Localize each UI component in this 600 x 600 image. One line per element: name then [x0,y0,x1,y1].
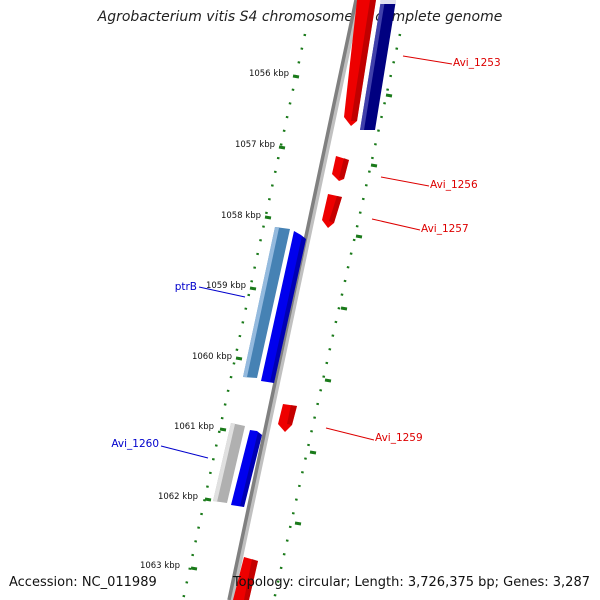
avi-1254-feature[interactable] [360,0,396,130]
avi-1257-shade [329,196,342,223]
outer-tick-mark [324,378,332,383]
avi-1259-leader [325,427,375,441]
tick-mark-1063 [190,566,198,571]
avi-1256-feature[interactable] [332,156,349,181]
avi-1258-feature[interactable] [261,231,306,383]
tick-label-1059: 1059 kbp [206,281,246,291]
red-feature-bottom[interactable] [233,557,258,600]
outer-tick-mark [340,306,348,311]
tick-label-1058: 1058 kbp [221,211,261,221]
avi-1260-feature[interactable] [213,423,245,503]
tick-mark-1057 [278,145,286,150]
avi-1257-leader [371,218,421,231]
ptrb-leader [198,286,246,298]
outer-tick-mark [294,521,302,526]
tick-mark-1056 [292,74,300,79]
ptrb-highlight [243,227,279,377]
tick-mark-1058 [264,215,272,220]
outer-tick-mark [309,450,317,455]
avi-1254-highlight [360,0,385,130]
tick-mark-1061 [219,427,227,432]
avi-1260-label[interactable]: Avi_1260 [111,438,159,450]
avi-1259-feature[interactable] [278,404,297,432]
tick-label-1061: 1061 kbp [174,422,214,432]
map-title: Agrobacterium vitis S4 chromosome 1, com… [97,9,503,25]
gene-labels: Avi_1253 Avi_1256 Avi_1257 ptrB Avi_1259… [111,57,500,450]
avi-1256-leader [380,176,430,187]
avi-1261-shade [240,432,262,507]
tick-mark-1062 [204,497,212,502]
avi-1253-shade [351,0,376,121]
outer-tick-mark [385,93,393,98]
tick-label-1062: 1062 kbp [158,492,198,502]
avi-1260-highlight [213,423,235,502]
avi-1261-feature[interactable] [231,430,262,507]
avi-1259-label[interactable]: Avi_1259 [375,432,423,444]
avi-1258-gene-shape[interactable] [261,231,306,383]
red-feature-bottom-shade [244,559,258,600]
tick-label-1060: 1060 kbp [192,352,232,362]
kbp-tick-marks [190,74,300,571]
tick-mark-1060 [235,356,243,361]
avi-1253-feature[interactable] [344,0,376,126]
outer-tick-marks [294,93,393,526]
tick-mark-1059 [249,286,257,291]
tick-label-1057: 1057 kbp [235,140,275,150]
avi-1257-label[interactable]: Avi_1257 [421,223,469,235]
genome-summary-text: Topology: circular; Length: 3,726,375 bp… [232,575,590,590]
avi-1254-top-edge [380,0,396,4]
outer-tick-mark [370,163,378,168]
kbp-tick-labels: 1056 kbp 1057 kbp 1058 kbp 1059 kbp 1060… [140,69,289,571]
tick-label-1056: 1056 kbp [249,69,289,79]
avi-1257-feature[interactable] [322,194,342,228]
tick-label-1063: 1063 kbp [140,561,180,571]
avi-1256-label[interactable]: Avi_1256 [430,179,478,191]
avi-1260-leader [160,445,209,459]
avi-1253-leader [402,55,453,65]
ptrb-label[interactable]: ptrB [175,281,197,293]
avi-1259-shade [287,405,297,425]
accession-text: Accession: NC_011989 [9,575,157,590]
ptrb-feature[interactable] [243,227,290,378]
avi-1253-label[interactable]: Avi_1253 [453,57,501,69]
outer-tick-mark [355,234,363,239]
backbone-line [227,0,358,600]
label-leader-lines [160,55,453,459]
avi-1258-shade [270,236,306,383]
avi-1256-shade [339,158,349,179]
backbone-shadow [228,0,361,600]
